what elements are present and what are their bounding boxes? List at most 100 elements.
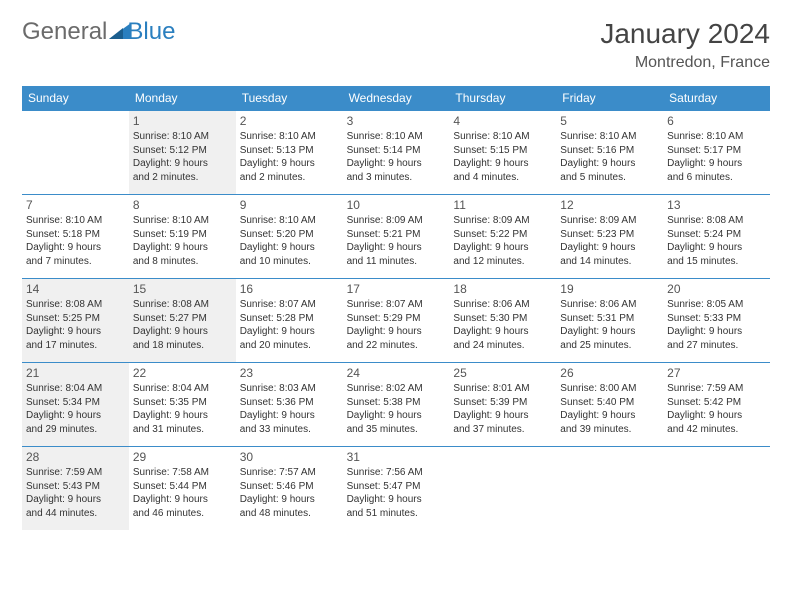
day-number: 4 (453, 114, 552, 128)
day-number: 9 (240, 198, 339, 212)
day-sunrise: Sunrise: 8:08 AM (26, 298, 125, 312)
day-number: 23 (240, 366, 339, 380)
location-label: Montredon, France (600, 54, 770, 72)
day-sunset: Sunset: 5:24 PM (667, 228, 766, 242)
day-dl2: and 18 minutes. (133, 339, 232, 353)
day-dl2: and 7 minutes. (26, 255, 125, 269)
day-sunrise: Sunrise: 8:10 AM (453, 130, 552, 144)
day-sunset: Sunset: 5:29 PM (347, 312, 446, 326)
day-sunset: Sunset: 5:18 PM (26, 228, 125, 242)
day-number: 30 (240, 450, 339, 464)
calendar-cell: 24Sunrise: 8:02 AMSunset: 5:38 PMDayligh… (343, 362, 450, 446)
day-sunrise: Sunrise: 7:56 AM (347, 466, 446, 480)
day-number: 24 (347, 366, 446, 380)
day-dl1: Daylight: 9 hours (560, 241, 659, 255)
day-dl2: and 11 minutes. (347, 255, 446, 269)
day-number: 12 (560, 198, 659, 212)
day-dl1: Daylight: 9 hours (133, 409, 232, 423)
day-sunset: Sunset: 5:47 PM (347, 480, 446, 494)
day-sunset: Sunset: 5:21 PM (347, 228, 446, 242)
calendar-cell (556, 446, 663, 530)
day-sunrise: Sunrise: 8:04 AM (26, 382, 125, 396)
day-sunrise: Sunrise: 8:03 AM (240, 382, 339, 396)
day-dl2: and 20 minutes. (240, 339, 339, 353)
calendar-cell: 30Sunrise: 7:57 AMSunset: 5:46 PMDayligh… (236, 446, 343, 530)
day-number: 19 (560, 282, 659, 296)
calendar-cell (22, 110, 129, 194)
day-dl1: Daylight: 9 hours (240, 157, 339, 171)
day-number: 7 (26, 198, 125, 212)
day-sunrise: Sunrise: 8:10 AM (560, 130, 659, 144)
day-sunset: Sunset: 5:22 PM (453, 228, 552, 242)
day-dl2: and 39 minutes. (560, 423, 659, 437)
calendar-cell: 31 Sunrise: 7:56 AMSunset: 5:47 PMDayligh… (343, 446, 450, 530)
day-dl1: Daylight: 9 hours (347, 241, 446, 255)
day-sunset: Sunset: 5:40 PM (560, 396, 659, 410)
calendar-cell: 27Sunrise: 7:59 AMSunset: 5:42 PMDayligh… (663, 362, 770, 446)
day-number: 31 (347, 450, 446, 464)
day-sunset: Sunset: 5:25 PM (26, 312, 125, 326)
calendar-cell: 3Sunrise: 8:10 AMSunset: 5:14 PMDaylight… (343, 110, 450, 194)
day-sunset: Sunset: 5:27 PM (133, 312, 232, 326)
day-sunset: Sunset: 5:20 PM (240, 228, 339, 242)
day-dl2: and 17 minutes. (26, 339, 125, 353)
day-number: 28 (26, 450, 125, 464)
day-dl1: Daylight: 9 hours (560, 325, 659, 339)
day-number: 13 (667, 198, 766, 212)
day-sunset: Sunset: 5:13 PM (240, 144, 339, 158)
day-dl2: and 31 minutes. (133, 423, 232, 437)
day-dl1: Daylight: 9 hours (347, 157, 446, 171)
calendar-cell: 23Sunrise: 8:03 AMSunset: 5:36 PMDayligh… (236, 362, 343, 446)
day-sunset: Sunset: 5:14 PM (347, 144, 446, 158)
day-sunset: Sunset: 5:44 PM (133, 480, 232, 494)
day-sunset: Sunset: 5:46 PM (240, 480, 339, 494)
day-sunset: Sunset: 5:28 PM (240, 312, 339, 326)
day-sunset: Sunset: 5:16 PM (560, 144, 659, 158)
day-sunrise: Sunrise: 8:10 AM (26, 214, 125, 228)
day-dl1: Daylight: 9 hours (667, 325, 766, 339)
day-number: 8 (133, 198, 232, 212)
day-number: 17 (347, 282, 446, 296)
calendar-cell: 1Sunrise: 8:10 AMSunset: 5:12 PMDaylight… (129, 110, 236, 194)
day-sunrise: Sunrise: 8:01 AM (453, 382, 552, 396)
day-dl2: and 48 minutes. (240, 507, 339, 521)
calendar-grid: SundayMondayTuesdayWednesdayThursdayFrid… (22, 86, 770, 530)
day-number: 10 (347, 198, 446, 212)
day-sunrise: Sunrise: 8:10 AM (133, 214, 232, 228)
title-block: January 2024 Montredon, France (600, 18, 770, 72)
weekday-header: Monday (129, 86, 236, 110)
day-sunrise: Sunrise: 8:05 AM (667, 298, 766, 312)
day-sunrise: Sunrise: 8:04 AM (133, 382, 232, 396)
day-sunrise: Sunrise: 8:07 AM (347, 298, 446, 312)
calendar-cell: 21Sunrise: 8:04 AMSunset: 5:34 PMDayligh… (22, 362, 129, 446)
day-number: 5 (560, 114, 659, 128)
day-dl2: and 12 minutes. (453, 255, 552, 269)
calendar-cell: 6Sunrise: 8:10 AMSunset: 5:17 PMDaylight… (663, 110, 770, 194)
day-dl2: and 2 minutes. (240, 171, 339, 185)
day-dl1: Daylight: 9 hours (667, 157, 766, 171)
calendar-cell: 2Sunrise: 8:10 AMSunset: 5:13 PMDaylight… (236, 110, 343, 194)
day-dl2: and 35 minutes. (347, 423, 446, 437)
calendar-cell: 25Sunrise: 8:01 AMSunset: 5:39 PMDayligh… (449, 362, 556, 446)
calendar-cell: 17Sunrise: 8:07 AMSunset: 5:29 PMDayligh… (343, 278, 450, 362)
day-dl2: and 8 minutes. (133, 255, 232, 269)
day-sunrise: Sunrise: 7:57 AM (240, 466, 339, 480)
calendar-cell: 11Sunrise: 8:09 AMSunset: 5:22 PMDayligh… (449, 194, 556, 278)
page-header: General Blue January 2024 Montredon, Fra… (22, 18, 770, 72)
day-sunrise: Sunrise: 8:06 AM (560, 298, 659, 312)
day-dl1: Daylight: 9 hours (347, 493, 446, 507)
day-number: 27 (667, 366, 766, 380)
day-sunset: Sunset: 5:23 PM (560, 228, 659, 242)
day-dl2: and 51 minutes. (347, 507, 446, 521)
day-dl1: Daylight: 9 hours (26, 241, 125, 255)
day-dl2: and 46 minutes. (133, 507, 232, 521)
day-dl1: Daylight: 9 hours (240, 241, 339, 255)
day-number: 18 (453, 282, 552, 296)
day-dl2: and 3 minutes. (347, 171, 446, 185)
day-dl2: and 15 minutes. (667, 255, 766, 269)
day-sunset: Sunset: 5:35 PM (133, 396, 232, 410)
day-dl1: Daylight: 9 hours (26, 409, 125, 423)
day-dl2: and 10 minutes. (240, 255, 339, 269)
calendar-cell: 26Sunrise: 8:00 AMSunset: 5:40 PMDayligh… (556, 362, 663, 446)
day-dl1: Daylight: 9 hours (667, 409, 766, 423)
